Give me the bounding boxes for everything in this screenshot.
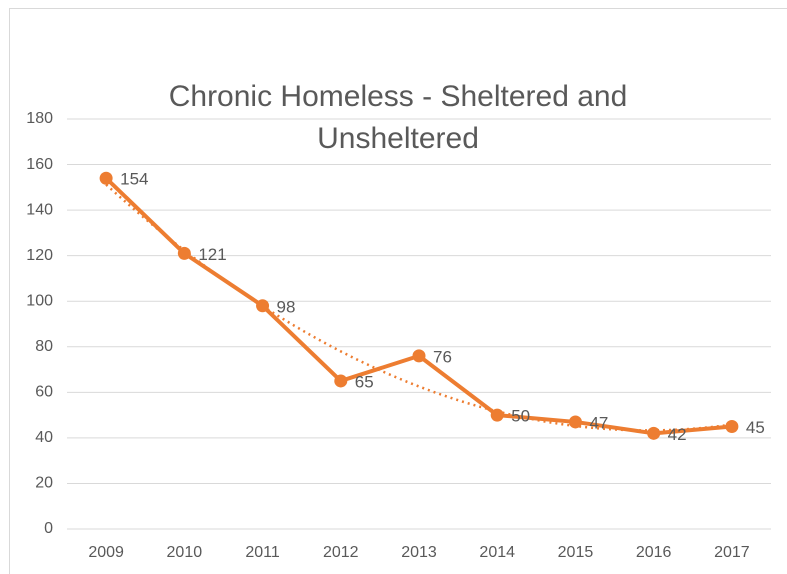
x-tick-label: 2010	[167, 544, 203, 561]
data-point	[177, 246, 191, 260]
x-tick-label: 2015	[558, 544, 594, 561]
trendline	[105, 183, 733, 432]
y-tick-label: 180	[26, 110, 53, 127]
data-label: 121	[198, 245, 226, 264]
data-point	[99, 171, 113, 185]
data-label: 76	[433, 347, 452, 366]
data-label: 98	[277, 297, 296, 316]
y-tick-label: 20	[35, 475, 53, 492]
x-tick-label: 2012	[323, 544, 359, 561]
data-label: 42	[668, 425, 687, 444]
y-tick-label: 40	[35, 429, 53, 446]
x-tick-label: 2016	[636, 544, 672, 561]
x-tick-label: 2013	[401, 544, 437, 561]
data-point	[412, 349, 426, 363]
y-tick-label: 60	[35, 384, 53, 401]
x-tick-label: 2017	[714, 544, 750, 561]
y-tick-label: 120	[26, 247, 53, 264]
data-point	[256, 299, 270, 313]
data-label: 154	[120, 170, 148, 189]
data-label: 45	[746, 418, 765, 437]
data-label: 50	[511, 407, 530, 426]
x-tick-label: 2014	[479, 544, 515, 561]
data-point	[334, 374, 348, 388]
y-tick-label: 140	[26, 201, 53, 218]
data-point	[647, 426, 661, 440]
data-label: 65	[355, 372, 374, 391]
x-tick-label: 2009	[88, 544, 124, 561]
chart-border	[9, 8, 787, 574]
y-tick-label: 80	[35, 338, 53, 355]
y-tick-label: 100	[26, 292, 53, 309]
data-point	[568, 415, 582, 429]
data-point	[725, 420, 739, 433]
y-tick-label: 0	[44, 520, 53, 537]
data-point	[490, 408, 504, 422]
y-tick-label: 160	[26, 156, 53, 173]
x-tick-label: 2011	[245, 544, 280, 561]
data-label: 47	[589, 413, 608, 432]
chart-title: Chronic Homeless - Sheltered and Unshelt…	[168, 80, 628, 155]
data-line	[104, 176, 733, 436]
